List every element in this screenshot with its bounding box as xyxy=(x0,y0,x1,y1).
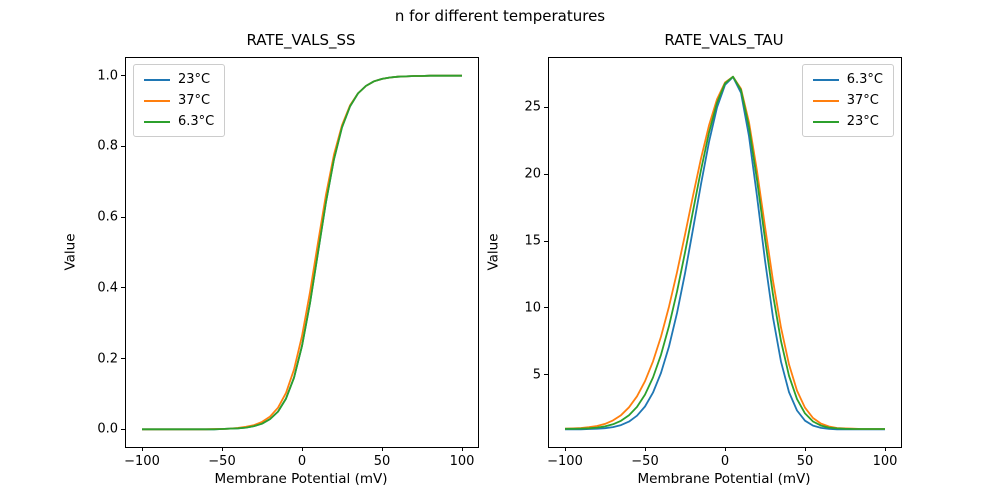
subplot-ss-x-axis-label: Membrane Potential (mV) xyxy=(214,471,388,487)
x-tick-mark xyxy=(564,447,566,451)
subplot-ss-plot-area: 23°C 37°C 6.3°C −100 −50 0 50 100 0.0 0.2 0.4 0.6 0… xyxy=(97,57,479,469)
subplot-ss-title: RATE_VALS_SS xyxy=(246,31,356,49)
subplot-tau-curves xyxy=(564,75,885,431)
subplot-tau-x-axis-label: Membrane Potential (mV) xyxy=(637,471,811,487)
series-line-23°C xyxy=(565,75,885,430)
y-tick-label: 0.0 xyxy=(97,421,118,437)
y-tick-label: 0.6 xyxy=(97,209,118,225)
x-tick-label: −50 xyxy=(208,454,236,469)
legend-label: 6.3°C xyxy=(178,114,215,129)
y-tick-label: 1.0 xyxy=(97,68,118,84)
y-tick-mark xyxy=(544,374,548,376)
subplot-rate-vals-tau: RATE_VALS_TAU 6.3°C 37°C 23°C −100 −50 0 50 10… xyxy=(486,31,902,487)
legend-entry-23°C: 23°C xyxy=(144,72,214,87)
x-tick-mark xyxy=(461,447,463,451)
subplot-rate-vals-ss: RATE_VALS_SS 23°C 37°C 6.3°C −100 −50 0 50 100… xyxy=(63,31,479,487)
subplot-tau-title: RATE_VALS_TAU xyxy=(664,31,784,49)
legend-label: 37°C xyxy=(846,93,879,108)
y-tick-label: 5 xyxy=(532,367,541,383)
series-line-6.3°C xyxy=(142,74,462,431)
y-tick-label: 0.4 xyxy=(97,280,118,296)
legend-line-sample xyxy=(812,120,839,123)
x-tick-label: 50 xyxy=(796,454,814,469)
y-tick-label: 15 xyxy=(524,233,541,249)
legend-label: 23°C xyxy=(846,114,879,129)
figure-title: n for different temperatures xyxy=(394,7,606,25)
x-tick-label: −50 xyxy=(631,454,659,469)
legend-entry-6.3°C: 6.3°C xyxy=(812,72,883,87)
y-tick-label: 0.8 xyxy=(97,138,118,154)
y-tick-mark xyxy=(121,358,125,360)
x-tick-label: 0 xyxy=(720,454,730,469)
x-tick-label: 100 xyxy=(449,454,475,469)
legend-entry-23°C: 23°C xyxy=(812,114,883,129)
subplot-tau-plot-area: 6.3°C 37°C 23°C −100 −50 0 50 100 5 10 15 20 25 xyxy=(524,57,902,469)
x-tick-mark xyxy=(221,447,223,451)
subplot-tau-y-axis-label: Value xyxy=(486,232,503,271)
x-tick-mark xyxy=(724,447,726,451)
y-tick-mark xyxy=(544,240,548,242)
legend-label: 23°C xyxy=(178,72,211,87)
x-tick-label: −100 xyxy=(124,454,160,469)
y-tick-label: 20 xyxy=(524,166,541,182)
x-tick-mark xyxy=(141,447,143,451)
x-tick-mark xyxy=(644,447,646,451)
y-tick-mark xyxy=(544,173,548,175)
legend-line-sample xyxy=(812,78,839,81)
y-tick-label: 25 xyxy=(524,99,541,115)
x-tick-mark xyxy=(381,447,383,451)
legend-label: 6.3°C xyxy=(846,72,883,87)
x-tick-mark xyxy=(884,447,886,451)
y-tick-label: 10 xyxy=(524,300,541,316)
y-tick-mark xyxy=(121,216,125,218)
legend-line-sample xyxy=(812,99,839,102)
y-tick-mark xyxy=(121,145,125,147)
x-tick-label: 50 xyxy=(373,454,391,469)
x-tick-label: 0 xyxy=(297,454,307,469)
y-tick-mark xyxy=(544,106,548,108)
y-tick-label: 0.2 xyxy=(97,351,118,367)
subplot-ss-y-axis-label: Value xyxy=(63,232,80,271)
legend-entry-37°C: 37°C xyxy=(812,93,883,108)
legend-line-sample xyxy=(144,99,170,102)
subplot-tau-legend: 6.3°C 37°C 23°C xyxy=(801,64,894,137)
x-tick-label: −100 xyxy=(547,454,583,469)
y-tick-mark xyxy=(544,307,548,309)
y-tick-mark xyxy=(121,287,125,289)
legend-line-sample xyxy=(144,78,170,81)
x-tick-label: 100 xyxy=(872,454,898,469)
subplot-ss-curves xyxy=(142,74,462,431)
y-tick-mark xyxy=(121,75,125,77)
legend-entry-37°C: 37°C xyxy=(144,93,214,108)
legend-entry-6.3°C: 6.3°C xyxy=(144,114,214,129)
legend-line-sample xyxy=(144,120,170,123)
legend-label: 37°C xyxy=(178,93,211,108)
y-tick-mark xyxy=(121,428,125,430)
x-tick-mark xyxy=(804,447,806,451)
x-tick-mark xyxy=(301,447,303,451)
subplot-ss-legend: 23°C 37°C 6.3°C xyxy=(133,64,226,137)
